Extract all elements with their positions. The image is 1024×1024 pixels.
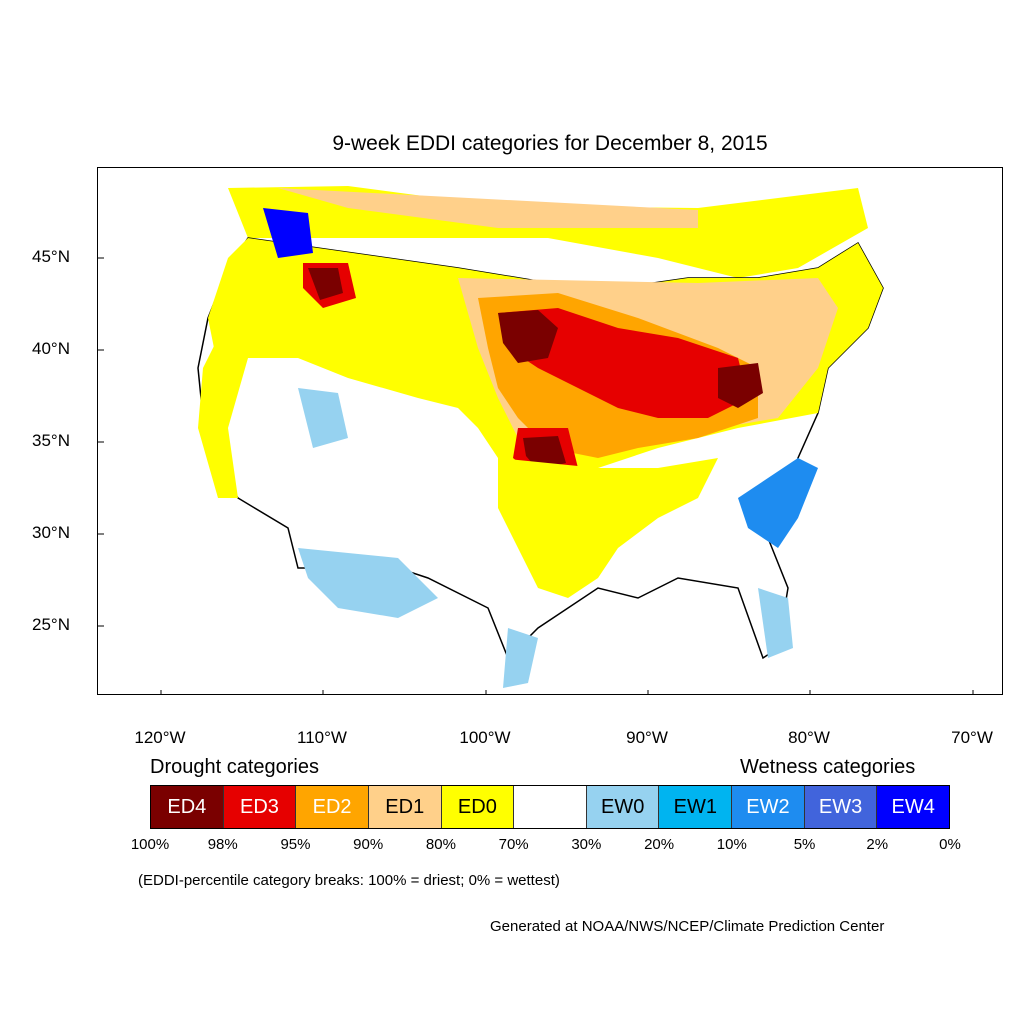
legend-swatch-ed1: ED1 — [368, 786, 442, 828]
ew-rockies — [298, 388, 348, 448]
legend-swatch-ew2: EW2 — [732, 786, 805, 828]
legend-swatch-neutral — [514, 786, 587, 828]
canada-ed1-band — [278, 188, 698, 228]
ew-southwest — [298, 548, 438, 618]
percent-break-label: 30% — [571, 836, 602, 853]
percent-break-label: 90% — [353, 836, 384, 853]
drought-heading: Drought categories — [150, 756, 319, 778]
legend-colorbar: ED4 ED3 ED2 ED1 ED0 EW0 EW1 EW2 EW3 EW4 — [150, 785, 950, 829]
ed4-ohio — [718, 363, 763, 408]
percent-break-label: 2% — [866, 836, 889, 853]
lat-label-30: 30°N — [32, 523, 70, 542]
ew-florida — [758, 588, 793, 658]
credit-line: Generated at NOAA/NWS/NCEP/Climate Predi… — [490, 918, 885, 935]
percent-break-label: 5% — [793, 836, 816, 853]
map-title: 9-week EDDI categories for December 8, 2… — [332, 132, 768, 155]
category-note: (EDDI-percentile category breaks: 100% =… — [138, 872, 560, 889]
ew-washington — [263, 208, 313, 258]
ed4-dakotas — [498, 310, 558, 363]
lat-label-40: 40°N — [32, 339, 70, 358]
ew-southeast — [738, 458, 818, 548]
lon-label-120w: 120°W — [134, 728, 186, 747]
ew-texas — [503, 628, 538, 688]
legend-swatch-ew4: EW4 — [877, 786, 950, 828]
ed0-west-coast — [198, 318, 248, 498]
ed0-south — [498, 458, 718, 598]
legend-swatch-ew1: EW1 — [659, 786, 733, 828]
legend-swatch-ew3: EW3 — [804, 786, 878, 828]
legend-swatch-ed0: ED0 — [441, 786, 515, 828]
legend-swatch-ed2: ED2 — [296, 786, 369, 828]
percent-break-label: 10% — [716, 836, 747, 853]
legend-swatch-ed4: ED4 — [151, 786, 224, 828]
ed4-montana — [308, 268, 343, 300]
lon-label-80w: 80°W — [788, 728, 830, 747]
percent-break-label: 95% — [280, 836, 311, 853]
percent-break-label: 100% — [130, 836, 170, 853]
legend-swatch-ew0: EW0 — [586, 786, 660, 828]
percent-break-label: 0% — [939, 836, 961, 853]
map-panel — [97, 167, 1003, 695]
percent-break-label: 98% — [207, 836, 238, 853]
ed3-midwest — [498, 308, 748, 418]
lon-label-110w: 110°W — [297, 728, 347, 747]
lat-label-35: 35°N — [32, 431, 70, 450]
wetness-heading: Wetness categories — [740, 756, 916, 778]
legend-swatch-ed3: ED3 — [223, 786, 297, 828]
percent-break-label: 80% — [425, 836, 456, 853]
lon-label-90w: 90°W — [626, 728, 668, 747]
lat-label-25: 25°N — [32, 615, 70, 634]
lat-label-45: 45°N — [32, 247, 70, 266]
lon-label-70w: 70°W — [951, 728, 993, 747]
ed4-kansas — [523, 436, 566, 470]
lon-label-100w: 100°W — [459, 728, 511, 747]
graticule — [98, 257, 974, 694]
eddi-map — [98, 186, 974, 694]
percent-break-label: 70% — [498, 836, 529, 853]
percent-break-label: 20% — [644, 836, 675, 853]
